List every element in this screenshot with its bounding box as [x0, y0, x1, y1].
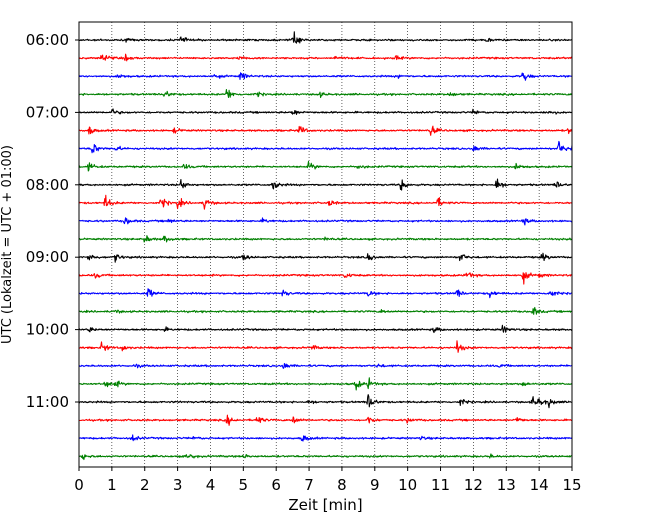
x-tick-label-0: 0 [74, 476, 84, 494]
trace-row-7 [78, 160, 573, 172]
trace-row-4 [78, 108, 573, 115]
trace-row-15 [78, 306, 573, 315]
x-tick-label-9: 9 [370, 476, 380, 494]
x-tick-label-15: 15 [562, 476, 581, 494]
y-tick-label-11:00: 11:00 [26, 393, 69, 411]
trace-row-3 [78, 89, 573, 99]
x-tick-label-4: 4 [206, 476, 216, 494]
plot-frame [78, 21, 573, 468]
y-tick-label-10:00: 10:00 [26, 321, 69, 339]
trace-row-11 [78, 235, 573, 243]
trace-row-2 [78, 72, 573, 81]
x-tick-label-10: 10 [398, 476, 417, 494]
x-axis-ticks: 0 1 2 3 4 5 6 7 8 9 10 11 12 13 14 15 [74, 467, 582, 494]
trace-row-5 [78, 125, 573, 136]
trace-row-22 [78, 434, 573, 442]
x-tick-label-8: 8 [337, 476, 347, 494]
trace-row-16 [78, 324, 573, 334]
x-tick-label-3: 3 [173, 476, 183, 494]
trace-row-19 [78, 377, 573, 391]
y-tick-label-09:00: 09:00 [26, 248, 69, 266]
x-tick-label-1: 1 [107, 476, 117, 494]
x-tick-label-13: 13 [497, 476, 516, 494]
y-tick-label-06:00: 06:00 [26, 31, 69, 49]
x-tick-label-14: 14 [530, 476, 549, 494]
x-tick-label-2: 2 [140, 476, 150, 494]
y-tick-label-08:00: 08:00 [26, 176, 69, 194]
y-axis-label: UTC (Lokalzeit = UTC + 01:00) [0, 145, 15, 344]
x-tick-label-5: 5 [239, 476, 249, 494]
trace-row-14 [78, 288, 573, 299]
trace-row-21 [78, 414, 573, 426]
trace-row-13 [78, 272, 573, 285]
x-tick-label-12: 12 [464, 476, 483, 494]
seismogram-traces [78, 31, 573, 461]
x-axis-label: Zeit [min] [288, 496, 362, 514]
y-axis-ticks: 06:00 07:00 08:00 09:00 10:00 11:00 [26, 31, 79, 411]
trace-row-23 [78, 453, 573, 461]
x-tick-label-7: 7 [304, 476, 314, 494]
trace-row-1 [78, 53, 573, 62]
trace-row-17 [78, 340, 573, 353]
trace-row-12 [78, 252, 573, 263]
trace-row-0 [78, 31, 573, 44]
x-tick-label-11: 11 [431, 476, 450, 494]
trace-row-6 [78, 140, 573, 154]
trace-row-10 [78, 217, 573, 226]
trace-row-18 [78, 363, 573, 369]
trace-row-20 [78, 394, 573, 409]
grid-lines [111, 22, 540, 467]
trace-row-9 [78, 194, 573, 210]
y-tick-label-07:00: 07:00 [26, 103, 69, 121]
x-tick-label-6: 6 [271, 476, 281, 494]
trace-row-8 [78, 178, 573, 191]
